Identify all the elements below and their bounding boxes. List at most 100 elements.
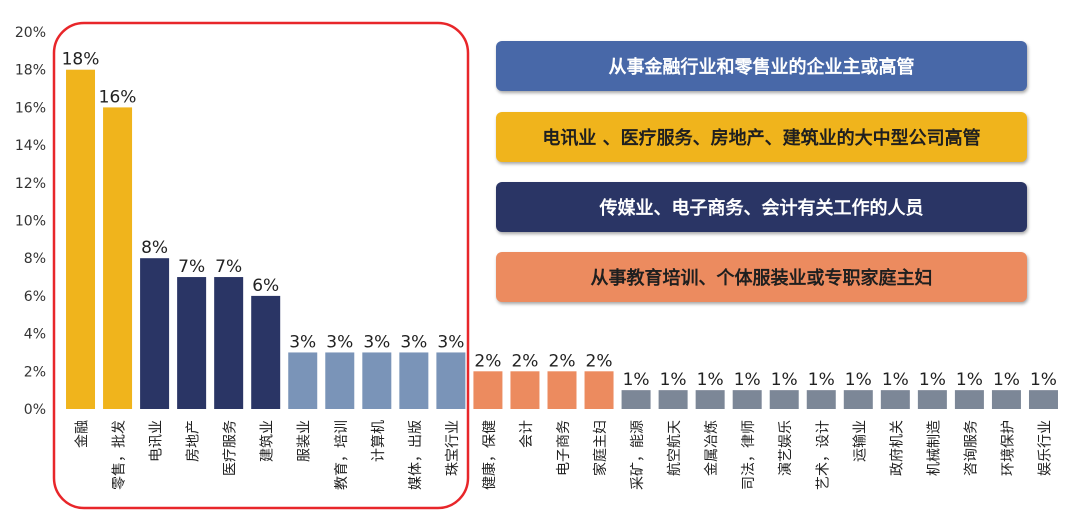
bar [621, 390, 651, 409]
bar-value-label: 1% [771, 370, 798, 390]
bar-value-label: 3% [289, 332, 316, 352]
category-label: 教育，培训 [334, 420, 350, 490]
bar [66, 69, 96, 409]
bar-value-label: 3% [326, 332, 353, 352]
category-label: 建筑业 [260, 420, 276, 462]
bar-value-label: 2% [474, 351, 501, 371]
category-label: 航空航天 [667, 420, 683, 476]
bar [325, 352, 355, 409]
bar-value-label: 16% [99, 87, 137, 107]
bar [954, 390, 984, 409]
category-label: 司法，律师 [741, 420, 757, 490]
category-label: 政府机关 [889, 420, 905, 476]
bar-value-label: 1% [734, 370, 761, 390]
bar-value-label: 1% [1030, 370, 1057, 390]
bar-value-label: 2% [549, 351, 576, 371]
bar [880, 390, 910, 409]
bar [140, 258, 170, 409]
bar-value-label: 3% [437, 332, 464, 352]
legend-item-1: 从事金融行业和零售业的企业主或高管 [496, 41, 1027, 91]
category-label: 医疗服务 [223, 420, 239, 476]
bar-value-label: 6% [252, 276, 279, 296]
highlight-frame [52, 21, 470, 510]
y-tick-label: 18% [15, 63, 46, 79]
category-label: 零售，批发 [112, 420, 128, 490]
y-tick-label: 12% [15, 176, 46, 192]
bar-value-label: 3% [400, 332, 427, 352]
category-label: 电讯业 [149, 420, 165, 462]
bar-value-label: 1% [808, 370, 835, 390]
bar [177, 277, 207, 409]
bar [473, 371, 503, 409]
y-tick-label: 6% [24, 289, 46, 305]
bar [436, 352, 466, 409]
category-label: 会计 [519, 420, 535, 448]
y-tick-label: 2% [24, 364, 46, 380]
y-tick-label: 8% [24, 251, 46, 267]
category-label: 电子商务 [556, 420, 572, 476]
y-tick-label: 4% [24, 327, 46, 343]
bar-value-label: 1% [919, 370, 946, 390]
category-labels: 金融 零售，批发 电讯业 房地产 医疗服务 建筑业 服装业 教育，培训 计算机 媒体，出版 珠宝行业… [75, 420, 1054, 490]
bar [510, 371, 540, 409]
category-label: 机械制造 [926, 420, 942, 476]
category-label: 运输业 [852, 420, 868, 462]
bar-value-label: 1% [845, 370, 872, 390]
bar [288, 352, 318, 409]
bar-value-label: 8% [141, 238, 168, 258]
y-tick-label: 10% [15, 214, 46, 230]
legend-item-3: 传媒业、电子商务、会计有关工作的人员 [496, 182, 1027, 232]
bar-value-label: 1% [623, 370, 650, 390]
bar [1028, 390, 1058, 409]
category-label: 环境保护 [1000, 420, 1016, 476]
bar-value-label: 2% [511, 351, 538, 371]
bar-value-label: 7% [215, 257, 242, 277]
bar [769, 390, 799, 409]
category-label: 娱乐行业 [1037, 420, 1053, 476]
category-label: 珠宝行业 [445, 420, 461, 476]
bar-value-label: 1% [882, 370, 909, 390]
bar-value-label: 3% [363, 332, 390, 352]
bar [103, 107, 133, 410]
category-label: 采矿，能源 [630, 420, 646, 490]
bar [806, 390, 836, 409]
category-label: 金融 [75, 420, 91, 448]
bar [214, 277, 244, 409]
category-label: 健康，保健 [481, 420, 498, 490]
category-label: 计算机 [371, 420, 387, 462]
category-label: 艺术，设计 [815, 420, 831, 490]
bar [362, 352, 392, 409]
bar [251, 295, 281, 409]
legend-item-4: 从事教育培训、个体服装业或专职家庭主妇 [496, 252, 1027, 302]
bar-value-label: 1% [993, 370, 1020, 390]
bar [732, 390, 762, 409]
y-tick-label: 14% [15, 138, 46, 154]
legend-item-2: 电讯业 、医疗服务、房地产、建筑业的大中型公司高管 [496, 112, 1027, 162]
value-labels: 18% 16% 8% 7% 7% 6% 3% 3% 3% 3% 3% 2% 2% 2% 2% 1% 1% 1% 1%… [62, 50, 1057, 390]
y-tick-label: 20% [15, 25, 46, 41]
bar-series [66, 69, 1058, 410]
bar [658, 390, 688, 409]
y-tick-label: 16% [15, 100, 46, 116]
bar [917, 390, 947, 409]
bar [399, 352, 429, 409]
bar-value-label: 2% [586, 351, 613, 371]
category-label: 咨询服务 [963, 420, 979, 476]
bar [695, 390, 725, 409]
bar [991, 390, 1021, 409]
bar-value-label: 1% [956, 370, 983, 390]
bar-value-label: 1% [660, 370, 687, 390]
category-label: 服装业 [297, 420, 313, 462]
category-label: 房地产 [186, 420, 202, 462]
bar [843, 390, 873, 409]
bar-value-label: 18% [62, 50, 100, 70]
category-label: 媒体，出版 [408, 420, 424, 490]
y-tick-label: 0% [24, 402, 46, 418]
y-axis: 0% 2% 4% 6% 8% 10% 12% 14% 16% 18% 20% [15, 25, 46, 418]
category-label: 家庭主妇 [592, 420, 609, 476]
category-label: 演艺娱乐 [778, 420, 794, 476]
bar-value-label: 1% [697, 370, 724, 390]
category-label: 金属冶炼 [704, 420, 720, 476]
